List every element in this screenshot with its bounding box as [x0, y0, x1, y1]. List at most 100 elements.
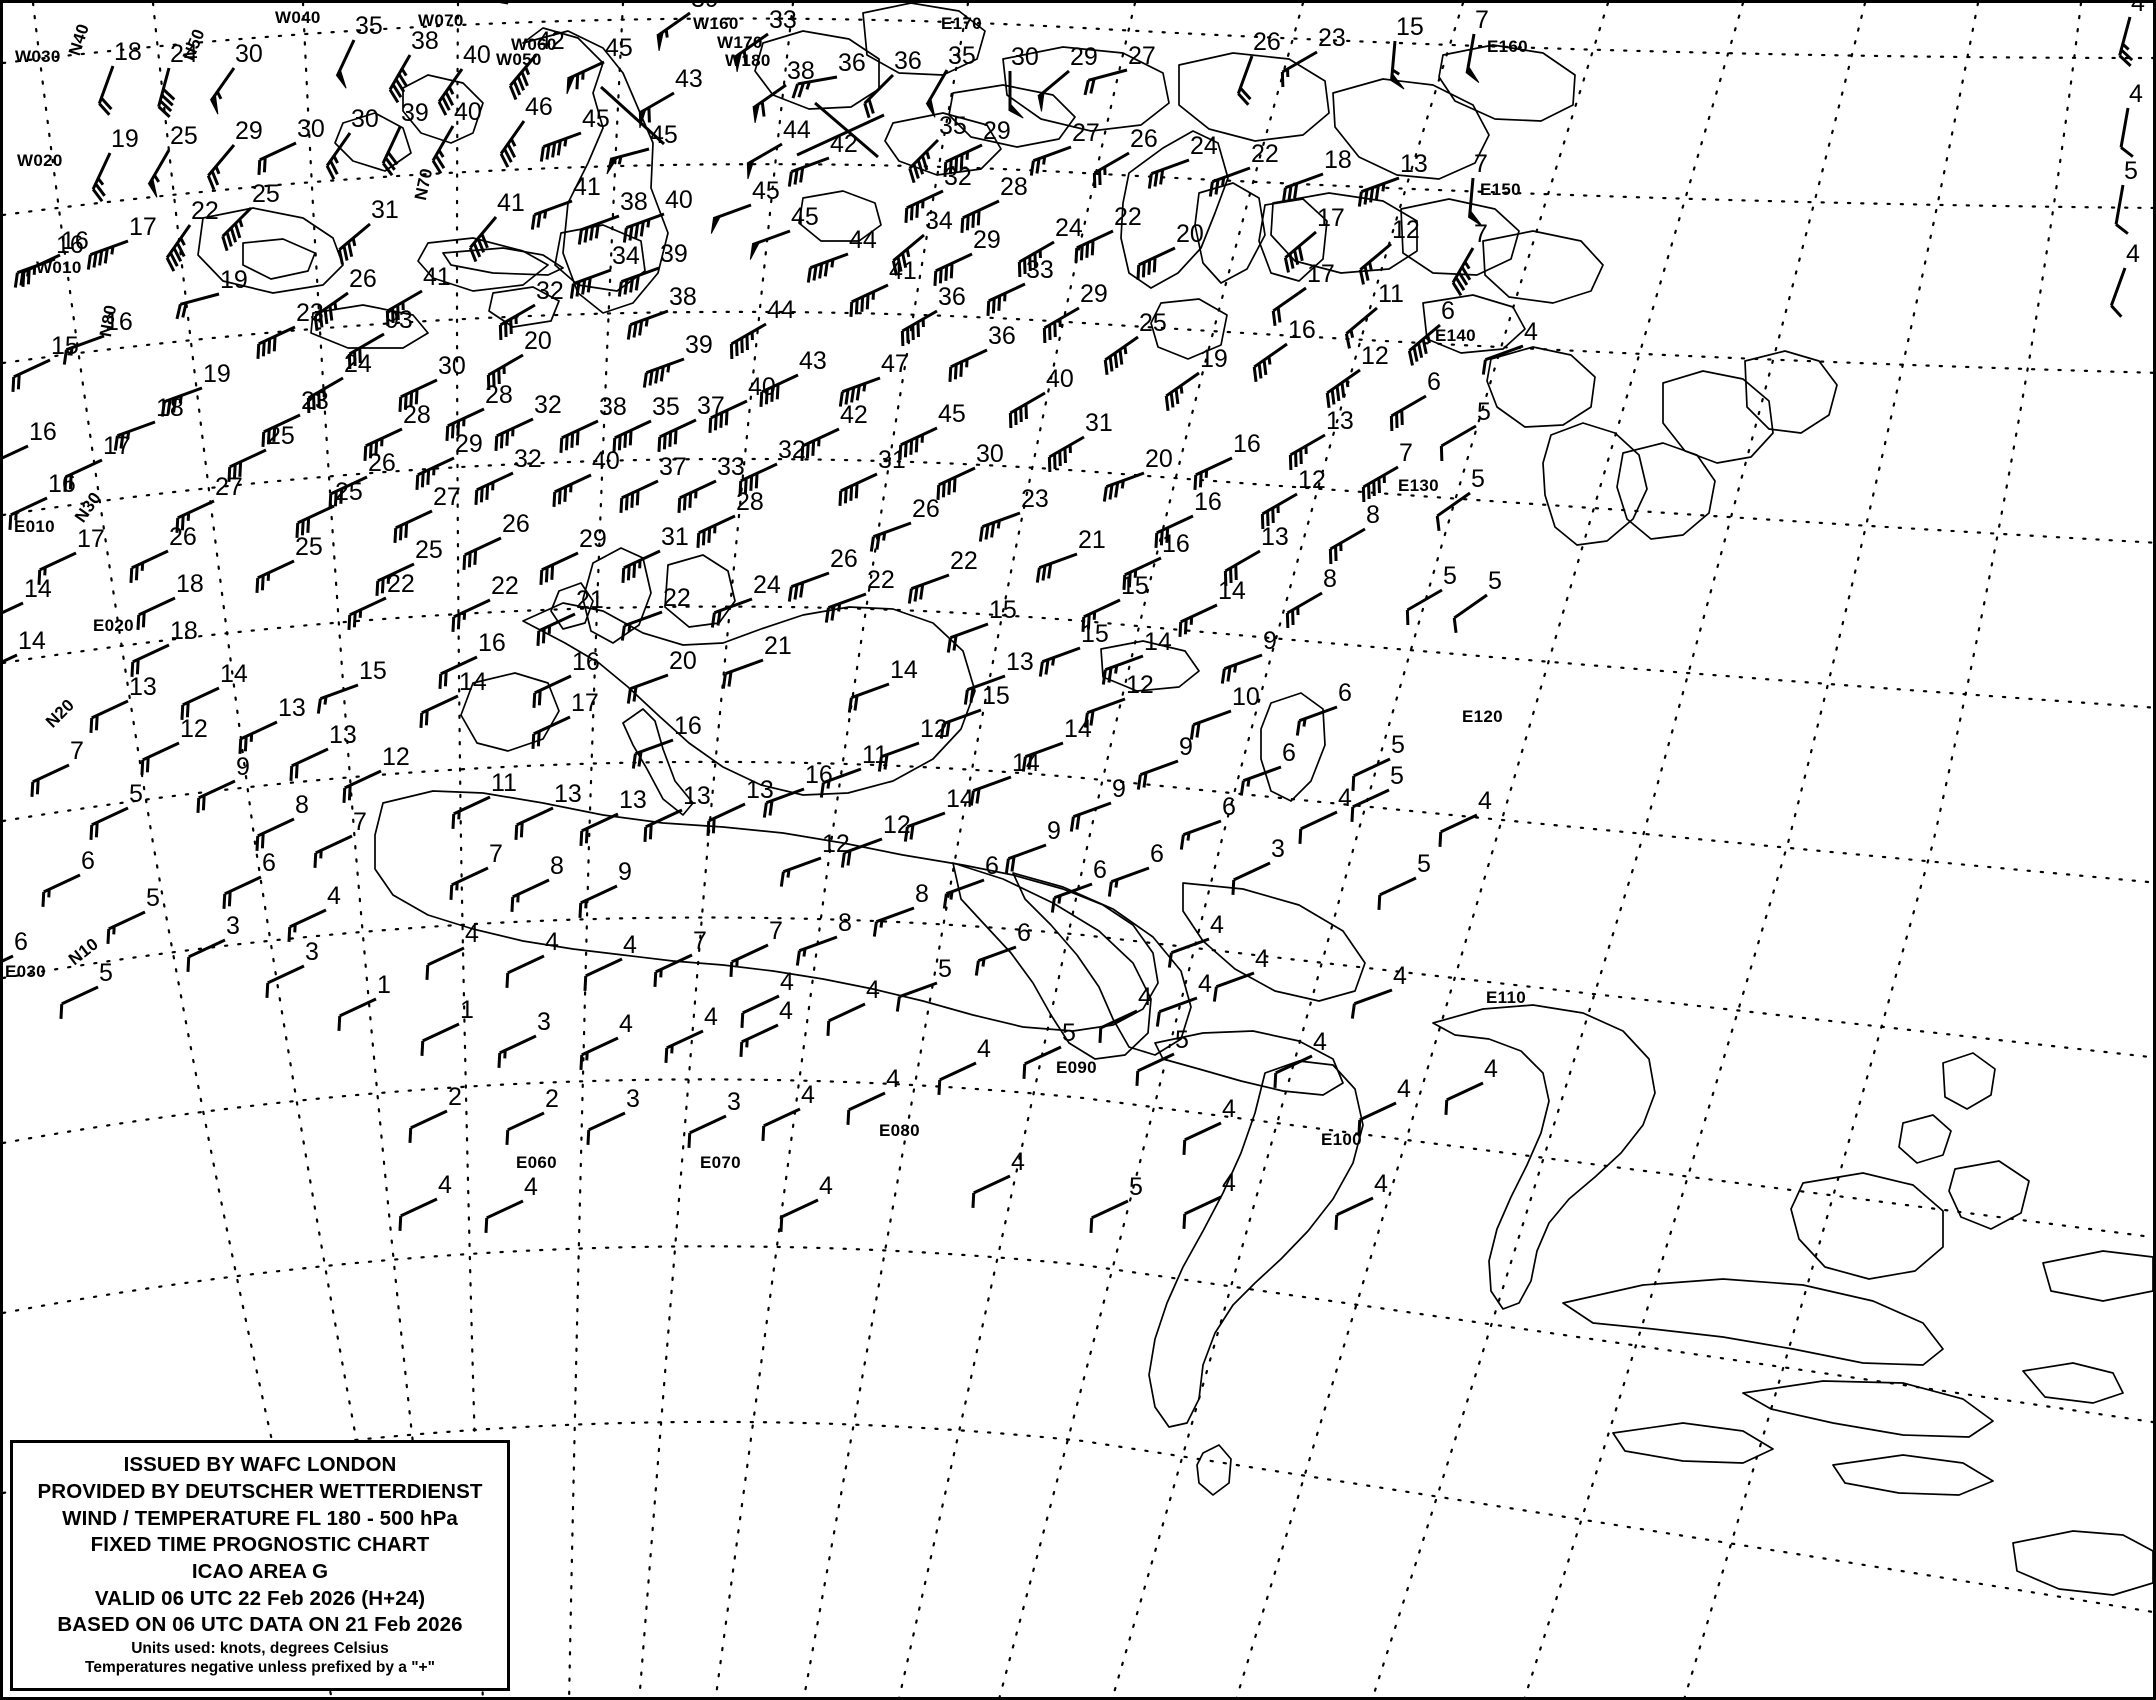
temperature-value: 7	[489, 840, 503, 868]
temperature-value: 29	[1070, 43, 1098, 71]
temperature-value: 41	[423, 263, 451, 291]
temperature-value: 9	[236, 753, 250, 781]
temperature-value: 6	[985, 852, 999, 880]
graticule-label-w070: W070	[418, 11, 464, 30]
temperature-value: 5	[2124, 157, 2138, 185]
temperature-value: 33	[1026, 256, 1054, 284]
graticule-label-e100: E100	[1321, 1130, 1362, 1149]
temperature-value: 22	[867, 566, 895, 594]
temperature-value: 12	[883, 811, 911, 839]
temperature-value: 13	[619, 786, 647, 814]
graticule-label-w020: W020	[17, 151, 63, 170]
temperature-value: 6	[1338, 679, 1352, 707]
temperature-value: 30	[1011, 43, 1039, 71]
temperature-value: 4	[780, 968, 794, 996]
temperature-value: 5	[1391, 731, 1405, 759]
temperature-value: 6	[1222, 793, 1236, 821]
temperature-value: 4	[1397, 1075, 1411, 1103]
temperature-value: 39	[685, 331, 713, 359]
temperature-value: 12	[1126, 671, 1154, 699]
temperature-value: 36	[938, 283, 966, 311]
temperature-value: 14	[220, 660, 248, 688]
legend-issued-by: ISSUED BY WAFC LONDON	[123, 1453, 397, 1477]
temperature-value: 16	[29, 418, 57, 446]
temperature-value: 9	[1263, 627, 1277, 655]
temperature-value: 2	[448, 1083, 462, 1111]
temperature-value: 45	[582, 105, 610, 133]
temperature-value: 14	[1064, 715, 1092, 743]
temperature-value: 24	[753, 571, 781, 599]
temperature-value: 13	[1400, 150, 1428, 178]
temperature-value: 22	[1251, 140, 1279, 168]
temperature-value: 6	[1282, 739, 1296, 767]
temperature-value: 3	[1271, 835, 1285, 863]
temperature-value: 23	[1318, 24, 1346, 52]
temperature-value: 39	[660, 240, 688, 268]
temperature-value: 18	[170, 617, 198, 645]
temperature-value: 19	[220, 266, 248, 294]
coastlines	[197, 3, 2153, 1596]
jet-stream-line	[599, 85, 885, 159]
temperature-value: 45	[752, 177, 780, 205]
temperature-value: 16	[674, 712, 702, 740]
graticule-label-e030: E030	[5, 962, 46, 981]
graticule-label-w040: W040	[275, 8, 321, 27]
temperature-value: 24	[170, 40, 198, 68]
temperature-value: 15	[982, 682, 1010, 710]
temperature-value: 25	[170, 122, 198, 150]
temperature-value: 24	[344, 350, 372, 378]
temperature-value: 16	[1194, 488, 1222, 516]
temperature-value: 39	[401, 99, 429, 127]
temperature-value: 4	[2126, 240, 2140, 268]
temperature-value: 22	[663, 584, 691, 612]
temperature-value: 35	[948, 42, 976, 70]
temperature-value: 17	[1307, 260, 1335, 288]
temperature-value: 5	[1062, 1019, 1076, 1047]
temperature-value: 5	[938, 955, 952, 983]
temperature-value: 6	[81, 847, 95, 875]
temperature-value: 27	[433, 483, 461, 511]
temperature-value: 12	[1392, 216, 1420, 244]
graticule-label-e170: E170	[941, 14, 982, 33]
temperature-value: 40	[665, 186, 693, 214]
temperature-value: 8	[1323, 565, 1337, 593]
temperature-value: 40	[463, 41, 491, 69]
temperature-value: 36	[838, 49, 866, 77]
temperature-value: 33	[717, 453, 745, 481]
temperature-value: 30	[297, 115, 325, 143]
temperature-value: 27	[1128, 42, 1156, 70]
temperature-value: 26	[502, 510, 530, 538]
temperature-value: 32	[514, 445, 542, 473]
temperature-value: 26	[169, 523, 197, 551]
temperature-value: 25	[252, 180, 280, 208]
temperature-value: 25	[415, 536, 443, 564]
temperature-value: 7	[693, 927, 707, 955]
graticule-label-w060: W060	[511, 35, 557, 54]
graticule-label-e070: E070	[700, 1153, 741, 1172]
graticule-label-w170: W170	[717, 33, 763, 52]
temperature-value: 18	[176, 570, 204, 598]
temperature-value: 20	[1145, 445, 1173, 473]
temperature-value: 47	[881, 350, 909, 378]
temperature-value: 6	[1427, 368, 1441, 396]
temperature-value: 4	[866, 976, 880, 1004]
temperature-value: 31	[661, 523, 689, 551]
temperature-value: 40	[748, 373, 776, 401]
temperature-value: 7	[769, 917, 783, 945]
temperature-value: 30	[235, 40, 263, 68]
temperature-value: 4	[1011, 1148, 1025, 1176]
temperature-value: 42	[537, 27, 565, 55]
temperature-value: 24	[1055, 214, 1083, 242]
temperature-value: 12	[1361, 342, 1389, 370]
temperature-value: 14	[1012, 749, 1040, 777]
temperature-value: 4	[623, 931, 637, 959]
temperature-value: 27	[1072, 119, 1100, 147]
graticule-label-w010: W010	[36, 258, 82, 277]
temperature-value: 5	[1471, 465, 1485, 493]
temperature-value: 7	[1474, 150, 1488, 178]
temperature-value: 3	[626, 1085, 640, 1113]
temperature-value: 35	[939, 112, 967, 140]
temperature-value: 38	[599, 393, 627, 421]
temperature-value: 19	[111, 125, 139, 153]
temperature-value: 4	[704, 1003, 718, 1031]
